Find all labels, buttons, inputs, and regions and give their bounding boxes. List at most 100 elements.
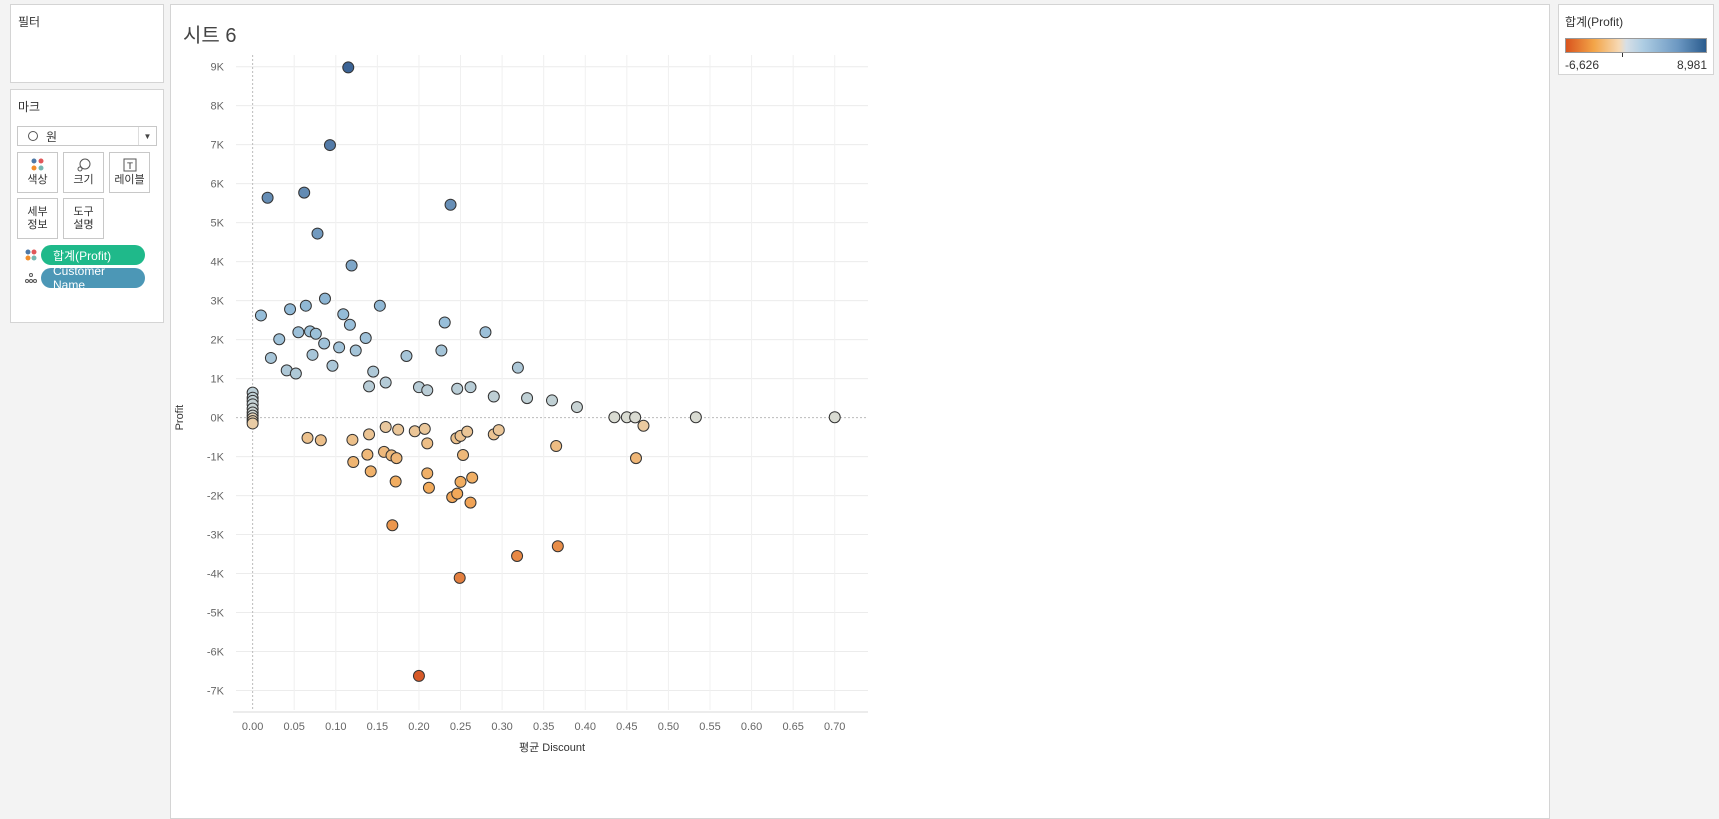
data-point [367,365,380,378]
data-point [412,669,425,682]
y-tick-label: -6K [207,647,225,659]
tooltip-button[interactable]: 도구 설명 [63,198,104,239]
data-point [345,259,358,272]
data-point [466,471,479,484]
data-point [453,571,466,584]
data-point [511,361,524,374]
x-tick-label: 0.70 [824,721,845,733]
data-point [464,381,477,394]
data-point [608,411,621,424]
marks-card: 마크 원 ▼ 색상 크기 T 레이블 세부 정보 도구 설명 합계(Profit… [10,89,164,323]
data-point [546,394,558,407]
data-point [349,344,362,357]
color-field-icon [25,249,37,261]
x-tick-label: 0.40 [575,721,596,733]
data-point [298,186,311,199]
x-tick-label: 0.35 [533,721,554,733]
data-point [637,419,650,432]
detail-field-row: Customer Name [25,264,145,292]
text-label-icon: T [123,158,136,172]
data-point [326,359,339,372]
data-point [363,380,376,393]
legend-zero-marker [1622,53,1623,57]
data-point [550,440,563,453]
data-point [284,303,297,316]
y-tick-label: -4K [207,569,225,581]
profit-color-pill[interactable]: 합계(Profit) [41,245,145,265]
data-point [337,308,350,321]
y-tick-label: 8K [211,101,225,113]
data-point [389,475,402,488]
legend-gradient-bar[interactable] [1565,38,1707,53]
data-point [254,309,267,322]
data-point [435,344,448,357]
y-tick-label: -3K [207,530,225,542]
worksheet-view: 시트 6 -7K -6K -5K -4K -3K -2K -1K 0K 1K 2K 3K 4K 5K 6K… [170,4,1550,819]
data-point [492,424,505,437]
x-tick-label: 0.55 [699,721,720,733]
data-point [323,139,336,152]
customer-name-detail-pill[interactable]: Customer Name [41,264,145,292]
x-tick-label: 0.45 [616,721,637,733]
data-point [457,449,470,462]
data-point [629,411,642,424]
detail-button[interactable]: 세부 정보 [17,198,58,239]
data-point [364,465,377,478]
mark-type-dropdown[interactable]: 원 ▼ [17,126,157,146]
data-point [379,420,392,433]
marks-title: 마크 [18,100,41,114]
data-point [451,382,464,395]
data-point [363,428,376,441]
label-button[interactable]: T 레이블 [109,152,150,193]
data-point [306,348,319,361]
data-point [418,422,431,435]
data-point [421,467,434,480]
y-tick-label: -7K [207,686,225,698]
data-point [261,191,274,204]
svg-text:T: T [126,162,133,172]
x-tick-label: 0.30 [491,721,512,733]
data-point [479,326,492,339]
size-button[interactable]: 크기 [63,152,104,193]
data-point [314,434,327,447]
data-point [264,351,277,364]
data-point [386,519,399,532]
data-point [309,327,322,340]
data-point [438,316,451,329]
data-point [487,390,500,403]
x-axis-title: 평균 Discount [519,741,585,754]
data-point [246,417,259,430]
data-point [390,452,403,465]
data-point [289,367,302,380]
scatter-plot[interactable]: -7K -6K -5K -4K -3K -2K -1K 0K 1K 2K 3K 4K 5K 6K 7K 8K 9… [171,5,1549,818]
y-tick-label: -2K [207,491,225,503]
chevron-down-icon[interactable]: ▼ [138,127,156,145]
legend-min-label: -6,626 [1565,58,1600,72]
y-tick-label: 0K [211,413,225,425]
color-button[interactable]: 색상 [17,152,58,193]
x-tick-label: 0.50 [658,721,679,733]
color-legend[interactable]: 합계(Profit) -6,626 8,981 [1558,4,1714,75]
detail-field-icon [25,273,37,283]
data-point [464,496,477,509]
data-point [400,349,413,362]
data-point [311,227,324,240]
x-tick-label: 0.00 [242,721,263,733]
data-point [461,425,474,438]
data-point [828,411,841,424]
data-point [408,425,421,438]
y-tick-label: 2K [211,335,225,347]
data-point [570,401,583,414]
sheet-title: 시트 6 [183,25,237,47]
color-button-label: 색상 [27,174,48,186]
x-tick-label: 0.15 [367,721,388,733]
data-point [629,452,642,465]
x-tick-label: 0.60 [741,721,762,733]
color-dots-icon [31,158,43,171]
filters-title: 필터 [18,15,41,29]
filters-shelf[interactable]: 필터 [10,4,164,83]
y-tick-label: 1K [211,374,225,386]
data-point [343,318,356,331]
data-point [689,411,702,424]
size-icon [77,158,90,172]
